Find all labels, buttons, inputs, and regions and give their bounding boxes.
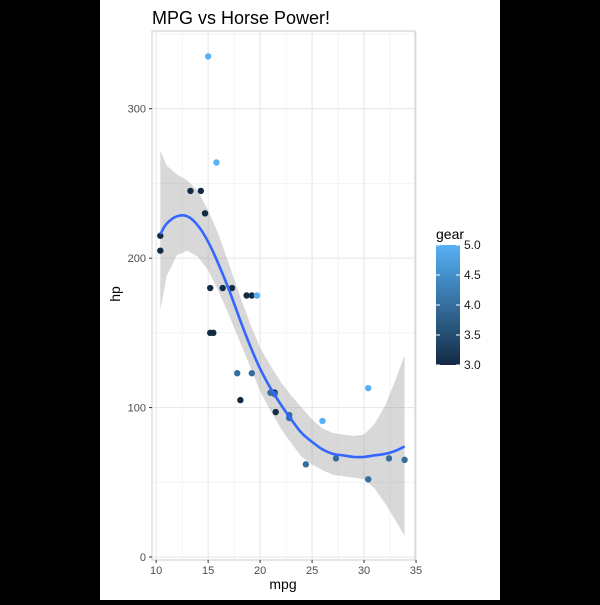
x-axis-label: mpg (269, 576, 296, 592)
y-axis-label: hp (107, 286, 123, 302)
data-point (207, 284, 214, 292)
data-point (219, 284, 226, 292)
confidence-band (160, 150, 405, 537)
plot-panel (151, 30, 416, 561)
x-tick-label: 25 (306, 565, 318, 577)
data-point (365, 476, 372, 483)
data-point (365, 384, 372, 392)
data-point (385, 455, 393, 462)
smooth-line-path (159, 213, 406, 459)
y-tick-label: 200 (128, 253, 146, 265)
data-point (332, 455, 340, 462)
data-point (187, 187, 194, 195)
y-tick-label: 100 (128, 403, 146, 415)
data-point (237, 396, 244, 404)
data-point (201, 210, 209, 217)
data-point (228, 284, 236, 292)
legend-title: gear (436, 226, 464, 242)
data-point (302, 461, 310, 468)
x-tick-label: 10 (150, 565, 162, 577)
chart-title: MPG vs Horse Power! (152, 8, 330, 28)
smooth-line (159, 213, 406, 459)
data-point (197, 187, 205, 195)
data-point (401, 456, 408, 464)
legend-tick-label: 3.0 (464, 358, 481, 372)
legend-tick-label: 3.5 (464, 328, 481, 342)
data-point (243, 292, 250, 299)
grid (151, 30, 417, 561)
x-tick-label: 15 (202, 565, 214, 577)
data-point (319, 417, 326, 425)
legend-tick-label: 5.0 (464, 238, 481, 252)
axis-ticks: 10 15 20 25 30 35 0 100 200 300 (128, 104, 423, 577)
y-tick-label: 300 (128, 104, 146, 116)
chart-svg: MPG vs Horse Power! 10 15 20 25 30 35 0 100 200 3… (107, 8, 481, 592)
x-tick-label: 35 (410, 565, 422, 577)
data-point (234, 370, 241, 377)
data-point (248, 292, 255, 299)
y-tick-label: 0 (140, 552, 146, 564)
data-point (157, 232, 164, 239)
data-point (253, 292, 261, 299)
x-tick-label: 20 (254, 565, 266, 577)
legend: gear 3.0 3.5 4.0 4.5 5.0 (436, 226, 481, 372)
data-point (272, 408, 279, 416)
data-point (248, 370, 255, 377)
x-tick-label: 30 (358, 565, 370, 577)
legend-tick-label: 4.5 (464, 268, 481, 282)
confidence-band-area (160, 150, 405, 537)
legend-ticks: 3.0 3.5 4.0 4.5 5.0 (436, 238, 481, 372)
data-point (213, 159, 220, 166)
data-point (207, 329, 214, 337)
chart-canvas: MPG vs Horse Power! 10 15 20 25 30 35 0 100 200 3… (100, 0, 500, 600)
data-point (157, 247, 164, 254)
data-point (204, 53, 212, 60)
legend-tick-label: 4.0 (464, 298, 481, 312)
